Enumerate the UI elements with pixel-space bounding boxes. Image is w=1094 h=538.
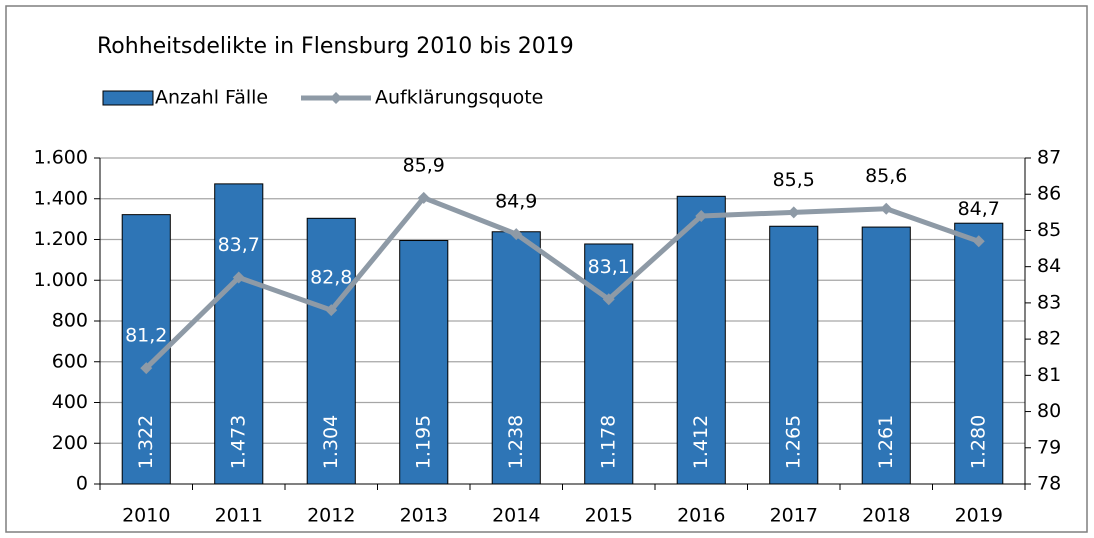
bar-value-label: 1.473 [227, 415, 249, 469]
y-tick-label: 400 [52, 391, 88, 413]
bar-value-label: 1.265 [782, 415, 804, 469]
y2-tick-label: 86 [1037, 183, 1061, 205]
line-value-label: 84,7 [958, 198, 1000, 220]
line [144, 195, 980, 370]
y2-tick-label: 84 [1037, 255, 1061, 277]
line-marker [510, 228, 523, 241]
line-value-label: 82,8 [310, 267, 352, 289]
line-value-label: 85,6 [865, 165, 907, 187]
bar [491, 231, 541, 485]
line-value-label: 85,5 [773, 169, 815, 191]
line-value-label: 84,9 [495, 191, 537, 213]
line-marker [695, 209, 708, 222]
y2-tick-label: 81 [1037, 364, 1061, 386]
bar-value-label: 1.195 [412, 415, 434, 469]
y2-tick-label: 80 [1037, 400, 1061, 422]
y-tick-label: 1.200 [34, 228, 88, 250]
line-marker [325, 304, 338, 317]
y2-tick-label: 85 [1037, 219, 1061, 241]
x-tick-label: 2018 [862, 505, 910, 527]
y-tick-label: 200 [52, 432, 88, 454]
line-marker [417, 191, 430, 204]
bar-value-label: 1.412 [690, 415, 712, 469]
y2-tick-label: 79 [1037, 436, 1061, 458]
bar [306, 217, 356, 485]
bar-value-label: 1.261 [875, 415, 897, 469]
chart-title: Rohheitsdelikte in Flensburg 2010 bis 20… [97, 34, 574, 59]
y-tick-label: 1.000 [34, 269, 88, 291]
bar [861, 226, 911, 485]
line-value-label: 81,2 [125, 325, 167, 347]
bar-value-label: 1.238 [505, 415, 527, 469]
y2-tick-label: 83 [1037, 291, 1061, 313]
x-tick-label: 2013 [400, 505, 448, 527]
x-tick-label: 2012 [307, 505, 355, 527]
x-tick-label: 2019 [955, 505, 1003, 527]
line-value-label: 83,1 [588, 256, 630, 278]
line-marker [880, 202, 893, 215]
bar [954, 222, 1004, 485]
legend-label: Anzahl Fälle [155, 87, 268, 109]
legend-label: Aufklärungsquote [375, 87, 543, 109]
bar-value-label: 1.322 [135, 415, 157, 469]
y2-tick-label: 82 [1037, 328, 1061, 350]
legend-marker [330, 92, 342, 104]
line-value-label: 85,9 [403, 154, 445, 176]
y-tick-label: 1.400 [34, 187, 88, 209]
line-marker [140, 362, 153, 375]
bar [399, 240, 449, 485]
bar [676, 195, 726, 485]
y-tick-label: 1.600 [34, 147, 88, 169]
line-value-label: 83,7 [218, 234, 260, 256]
line-marker [972, 235, 985, 248]
y-tick-label: 800 [52, 310, 88, 332]
x-tick-label: 2011 [215, 505, 263, 527]
x-tick-label: 2016 [677, 505, 725, 527]
y-tick-label: 600 [52, 350, 88, 372]
line-marker [602, 293, 615, 306]
bar [769, 225, 819, 485]
legend-swatch [102, 90, 154, 106]
x-tick-label: 2010 [122, 505, 170, 527]
bar-value-label: 1.304 [320, 415, 342, 469]
bar-value-label: 1.178 [597, 415, 619, 469]
bar [214, 183, 264, 485]
y-tick-label: 0 [76, 473, 88, 495]
line-marker [232, 271, 245, 284]
x-tick-label: 2017 [770, 505, 818, 527]
y2-tick-label: 78 [1037, 473, 1061, 495]
line-marker [787, 206, 800, 219]
x-tick-label: 2014 [492, 505, 540, 527]
x-tick-label: 2015 [585, 505, 633, 527]
bar-value-label: 1.280 [967, 415, 989, 469]
y2-tick-label: 87 [1037, 147, 1061, 169]
